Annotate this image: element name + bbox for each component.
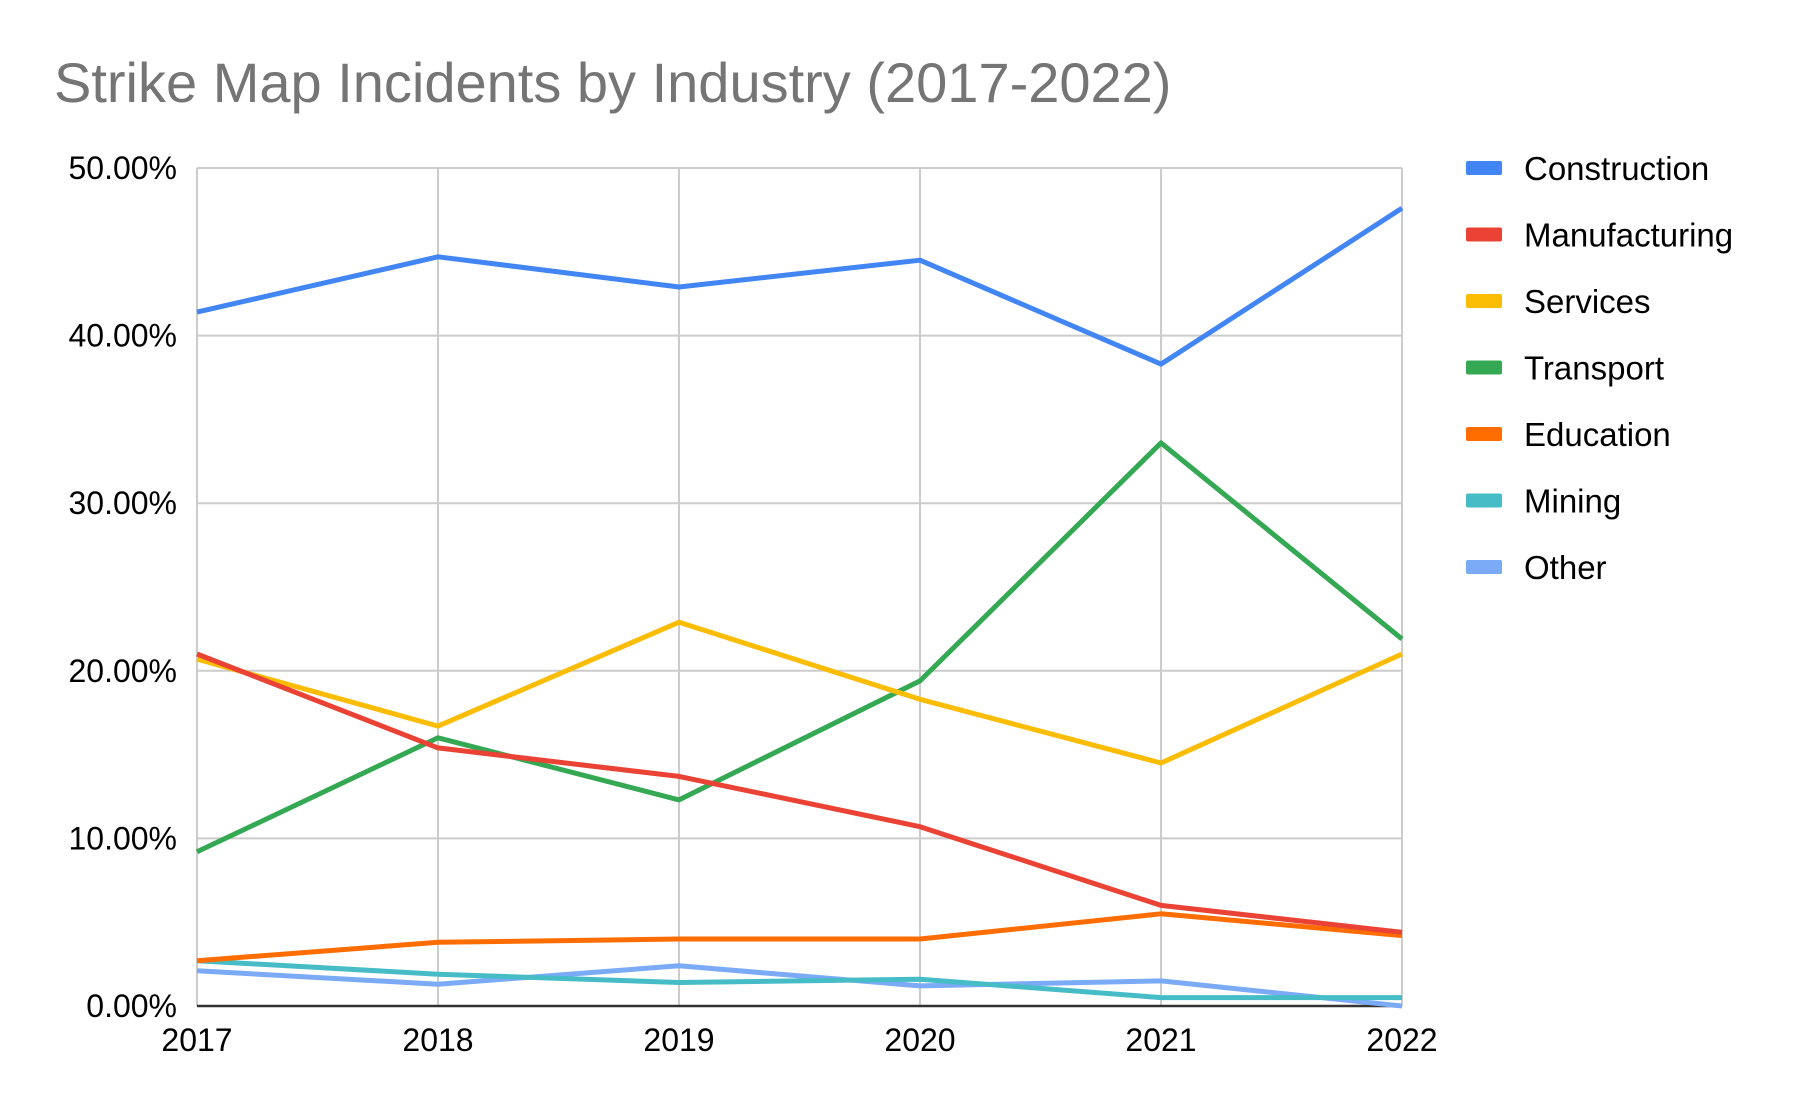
legend-swatch: [1466, 493, 1502, 508]
y-tick-label: 10.00%: [68, 820, 177, 856]
y-tick-label: 50.00%: [68, 150, 177, 186]
legend-label: Education: [1524, 416, 1671, 453]
chart-title: Strike Map Incidents by Industry (2017-2…: [54, 51, 1171, 114]
y-tick-label: 0.00%: [86, 988, 177, 1024]
legend-swatch: [1466, 294, 1502, 308]
series-line-education: [196, 911, 1403, 964]
legend-label: Mining: [1524, 483, 1621, 520]
series-line-manufacturing: [196, 651, 1403, 935]
series-line-transport: [195, 440, 1404, 855]
legend-label: Construction: [1524, 150, 1709, 187]
legend-swatch: [1466, 427, 1502, 441]
x-tick-label: 2021: [1125, 1022, 1196, 1058]
legend-label: Manufacturing: [1524, 217, 1733, 254]
y-axis: 0.00% 10.00% 20.00% 30.00% 40.00% 50.00%: [68, 150, 177, 1024]
legend-swatch: [1466, 227, 1502, 242]
legend-label: Other: [1524, 549, 1607, 586]
legend-item-mining: Mining: [1466, 483, 1621, 520]
series-line-construction: [196, 206, 1404, 367]
legend-item-education: Education: [1466, 416, 1671, 453]
x-tick-label: 2018: [402, 1022, 473, 1058]
legend-item-services: Services: [1466, 283, 1651, 320]
series-lines: [195, 206, 1404, 1009]
legend-item-other: Other: [1466, 549, 1607, 586]
legend-label: Transport: [1524, 350, 1664, 387]
series-line-services: [196, 619, 1404, 766]
x-tick-label: 2020: [884, 1022, 955, 1058]
legend: Construction Manufacturing Services Transpo…: [1466, 150, 1733, 586]
legend-item-construction: Construction: [1466, 150, 1709, 187]
y-tick-label: 30.00%: [68, 485, 177, 521]
legend-swatch: [1466, 560, 1502, 574]
y-tick-label: 40.00%: [68, 318, 177, 354]
gridlines: [196, 167, 1403, 1006]
legend-swatch: [1466, 161, 1502, 175]
series-line-other: [196, 963, 1403, 1009]
series-line-mining: [196, 958, 1402, 1001]
legend-label: Services: [1524, 283, 1651, 320]
x-axis: 2017 2018 2019 2020 2021 2022: [161, 1004, 1438, 1058]
legend-swatch: [1466, 360, 1502, 375]
y-tick-label: 20.00%: [68, 653, 177, 689]
legend-item-manufacturing: Manufacturing: [1466, 217, 1733, 254]
x-tick-label: 2017: [161, 1022, 232, 1058]
legend-item-transport: Transport: [1466, 350, 1664, 387]
x-tick-label: 2022: [1366, 1022, 1437, 1058]
x-tick-label: 2019: [643, 1022, 714, 1058]
